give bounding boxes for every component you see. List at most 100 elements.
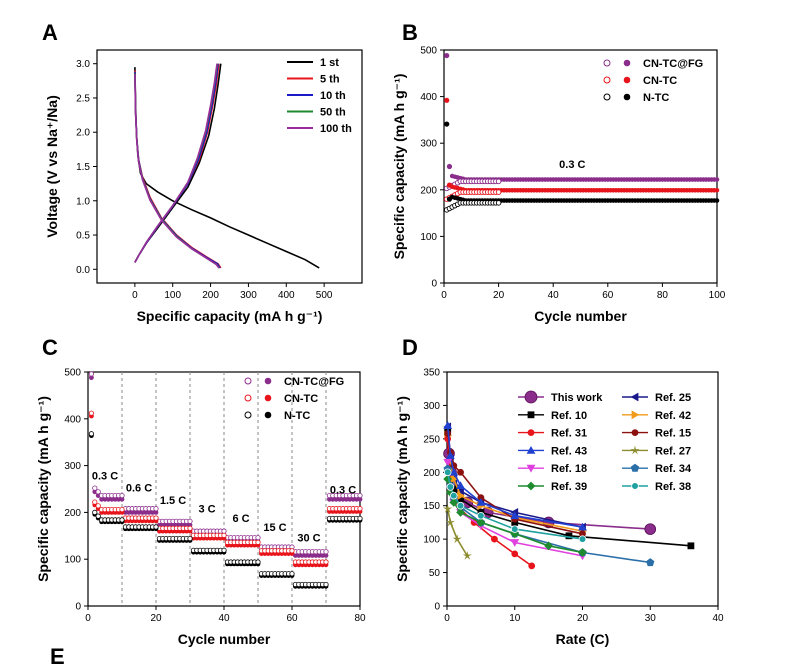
panel-a: 0 100 200 300 400 500 0.0 0.5 1.0 1.5 2.0 2.5 3.0 Spe… — [44, 49, 363, 324]
x-tick-label: 100 — [709, 290, 726, 301]
data-point — [444, 52, 450, 59]
data-point — [477, 511, 485, 520]
x-tick-label: 60 — [602, 290, 614, 301]
legend-hollow-marker — [244, 411, 252, 419]
y-tick-label: 500 — [64, 368, 81, 379]
legend-solid-marker — [623, 93, 631, 101]
y-tick-label: 200 — [423, 468, 440, 479]
data-point — [578, 535, 587, 543]
charge-point — [255, 539, 261, 545]
legend-label: Ref. 15 — [655, 428, 691, 440]
legend-solid-marker — [623, 59, 631, 67]
charge-point — [495, 189, 502, 195]
rate-label: 3 C — [198, 503, 215, 515]
charge-point — [95, 513, 101, 519]
legend-marker — [527, 411, 535, 419]
x-tick-label: 80 — [354, 613, 366, 624]
charge-point — [119, 506, 125, 513]
data-point — [450, 485, 458, 493]
data-point — [565, 532, 573, 540]
y-axis-title: Specific capacity (mA h g⁻¹) — [394, 396, 410, 582]
rate-annotation: 0.3 C — [559, 159, 585, 171]
legend-label: This work — [551, 392, 603, 404]
charge-point — [495, 178, 502, 185]
data-point — [119, 496, 125, 502]
y-axis-title: Voltage (V vs Na⁺/Na) — [44, 95, 60, 238]
legend-hollow-marker — [603, 76, 611, 84]
data-point — [146, 510, 152, 515]
data-point — [579, 530, 586, 538]
legend-marker — [630, 463, 640, 472]
data-point — [126, 510, 132, 515]
data-point — [644, 523, 657, 535]
x-tick-label: 400 — [278, 290, 295, 301]
data-point — [511, 550, 519, 558]
rate-label: 1.5 C — [160, 495, 186, 507]
legend-marker — [526, 481, 536, 491]
charge-point — [88, 410, 95, 416]
legend-marker — [631, 429, 639, 436]
charge-point — [323, 559, 329, 565]
y-tick-label: 100 — [420, 232, 437, 243]
data-point — [443, 421, 453, 429]
y-tick-label: 50 — [429, 568, 441, 579]
y-tick-label: 300 — [423, 401, 440, 412]
legend-label: CN-TC — [643, 75, 677, 87]
data-point — [330, 496, 336, 502]
data-point — [310, 553, 315, 558]
panel-letter-a: A — [42, 20, 58, 45]
y-tick-label: 0.0 — [76, 265, 90, 276]
charge-point — [187, 536, 193, 542]
legend-label: Ref. 27 — [655, 445, 691, 457]
legend-marker — [524, 390, 538, 404]
data-point — [445, 517, 455, 527]
data-point — [350, 496, 356, 502]
data-point — [443, 468, 452, 477]
chart-layer: 0 100 200 300 400 5000.00.51.01.52.02.53.0Spe… — [35, 46, 726, 648]
legend-marker — [631, 410, 640, 420]
data-point — [153, 510, 159, 515]
data-point — [347, 496, 353, 502]
legend-label: 1 st — [320, 57, 339, 69]
legend-label: N-TC — [643, 92, 669, 104]
data-point — [109, 496, 115, 502]
charge-point — [289, 571, 295, 577]
legend-marker — [526, 464, 536, 473]
y-tick-label: 250 — [423, 434, 440, 445]
y-tick-label: 300 — [420, 139, 437, 150]
legend-label: Ref. 39 — [551, 481, 587, 493]
data-point — [133, 510, 139, 515]
data-point — [449, 491, 458, 500]
data-point — [714, 187, 720, 193]
y-tick-label: 0.5 — [76, 231, 90, 242]
data-point — [687, 542, 695, 550]
data-point — [510, 511, 520, 520]
data-point — [320, 553, 325, 558]
data-point — [129, 510, 135, 515]
data-point — [528, 562, 536, 570]
legend-label: Ref. 43 — [551, 445, 587, 457]
y-tick-label: 400 — [420, 92, 437, 103]
rate-label: 0.3 C — [92, 471, 118, 483]
y-tick-label: 1.5 — [76, 162, 90, 173]
data-point — [714, 198, 720, 203]
x-tick-label: 20 — [493, 290, 505, 301]
y-tick-label: 200 — [420, 185, 437, 196]
y-tick-label: 2.5 — [76, 93, 90, 104]
plot-frame — [443, 49, 718, 284]
x-axis-title: Rate (C) — [556, 631, 610, 647]
charge-point — [357, 506, 363, 512]
legend-label: Ref. 34 — [655, 463, 692, 475]
data-point — [112, 496, 118, 502]
legend-label: CN-TC@FG — [284, 376, 344, 388]
panel-letter-c: C — [42, 335, 58, 360]
legend-marker — [526, 446, 536, 454]
data-point — [646, 558, 655, 567]
data-point — [102, 496, 108, 502]
charge-point — [357, 492, 363, 499]
y-tick-label: 400 — [64, 414, 81, 425]
panel-b: 0 20 40 60 80 100 0 100 200 300 400 500 Cycle number… — [391, 46, 726, 325]
legend-solid-marker — [623, 76, 631, 84]
charge-point — [119, 492, 125, 499]
